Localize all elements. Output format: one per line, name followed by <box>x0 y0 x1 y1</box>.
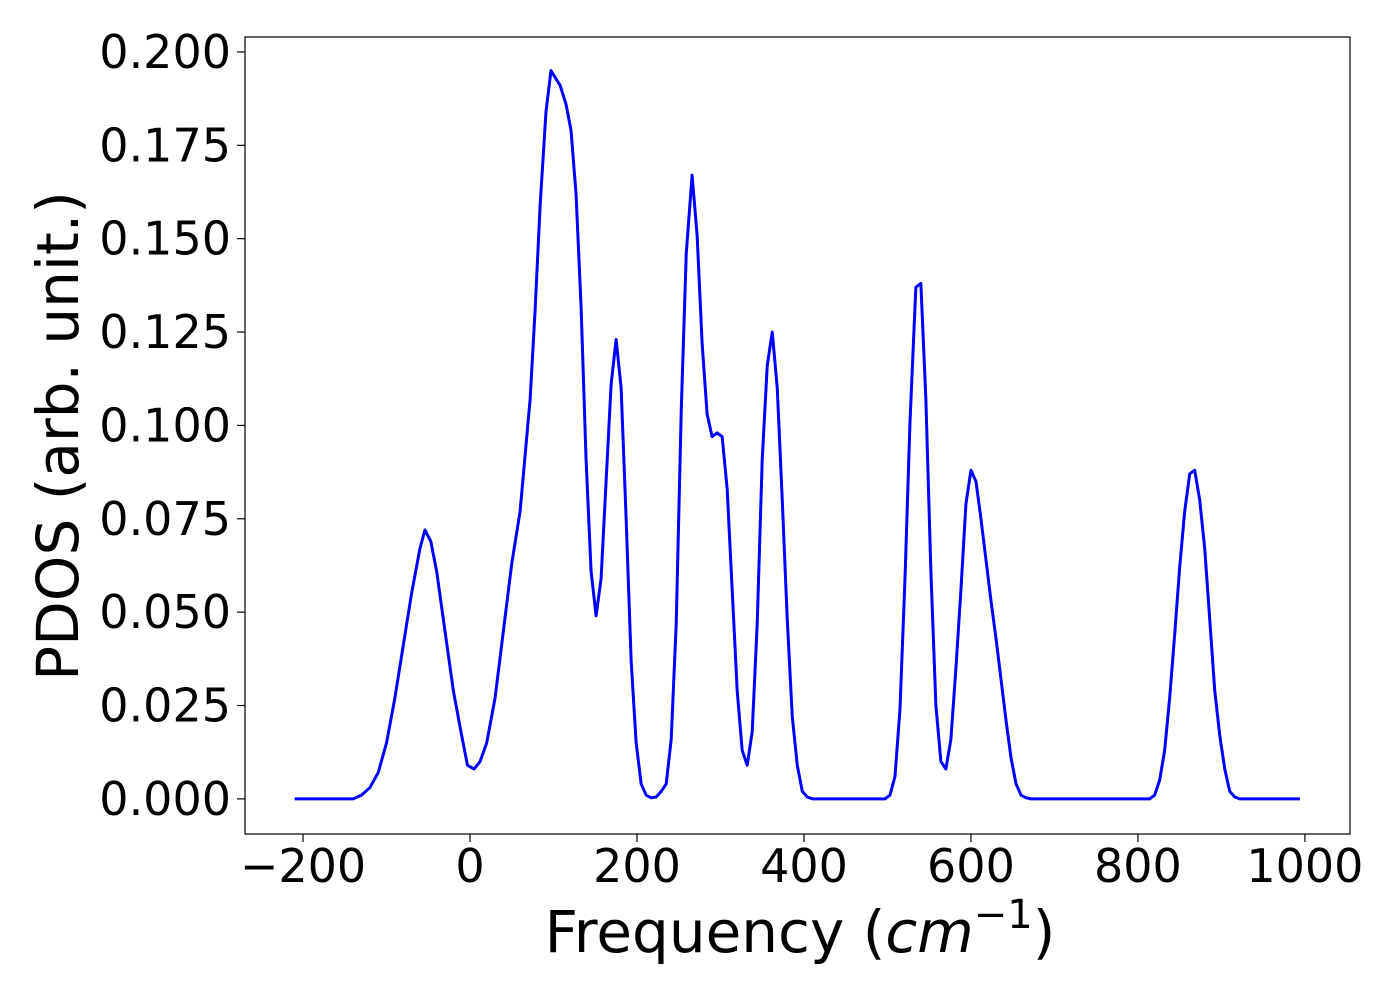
y-tick-label: 0.175 <box>99 118 231 172</box>
x-tick-label: 1000 <box>1246 839 1363 893</box>
plot-frame <box>244 36 1351 835</box>
x-label-unit: cm <box>885 898 973 966</box>
y-tick-label: 0.075 <box>99 492 231 546</box>
y-axis-label: PDOS (arb. unit.) <box>24 191 92 681</box>
y-tick-label: 0.150 <box>99 212 231 266</box>
x-label-exponent: −1 <box>974 892 1033 938</box>
y-tick-label: 0.025 <box>99 679 231 733</box>
y-tick-label: 0.050 <box>99 585 231 639</box>
x-tick-label: 600 <box>927 839 1015 893</box>
y-tick-label: 0.200 <box>99 25 231 79</box>
y-tick-label: 0.100 <box>99 398 231 452</box>
x-tick-label: 200 <box>593 839 681 893</box>
y-tick-label: 0.000 <box>99 772 231 826</box>
x-label-text: ) <box>1033 898 1056 966</box>
x-label-text: Frequency ( <box>545 898 886 966</box>
data-line <box>294 69 1300 801</box>
x-tick-label: 0 <box>455 839 484 893</box>
y-tick-label: 0.125 <box>99 305 231 359</box>
x-tick-label: −200 <box>240 839 366 893</box>
x-tick-label: 800 <box>1094 839 1182 893</box>
x-axis-label: Frequency (cm−1) <box>545 892 1056 966</box>
x-tick-label: 400 <box>760 839 848 893</box>
